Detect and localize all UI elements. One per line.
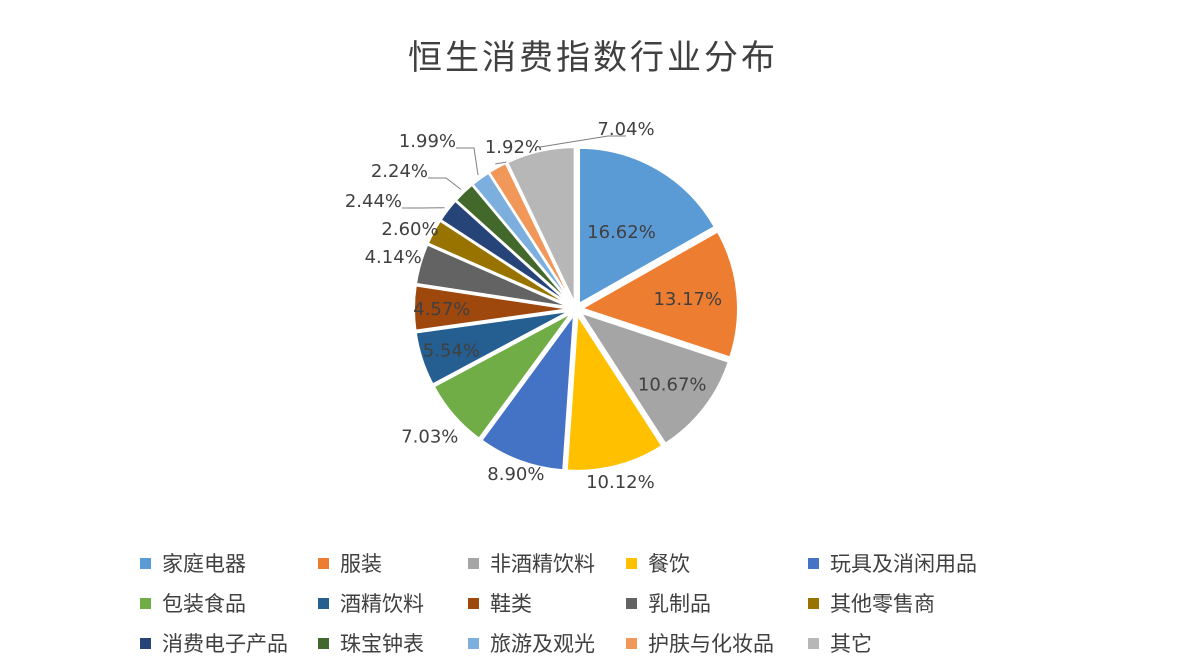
leader-line-11 [428, 177, 462, 190]
slice-8 [414, 243, 571, 309]
slice-5 [432, 312, 573, 441]
legend-swatch [140, 637, 151, 649]
legend-label: 旅游及观光 [490, 632, 595, 656]
legend-item: 非酒精饮料 [468, 548, 626, 578]
slice-7 [413, 284, 571, 332]
leader-line-12 [456, 147, 479, 176]
legend-swatch [468, 637, 479, 649]
legend-label: 餐饮 [648, 552, 690, 576]
legend-swatch [626, 557, 637, 569]
data-label-3: 10.12% [586, 472, 655, 493]
legend-label: 鞋类 [490, 592, 532, 616]
legend-label: 包装食品 [162, 592, 246, 616]
data-label-6: 5.54% [423, 341, 480, 362]
legend-item: 服装 [318, 548, 468, 578]
slice-3 [565, 311, 664, 472]
legend-swatch [626, 597, 637, 609]
slice-13 [487, 161, 574, 305]
data-label-0: 16.62% [587, 222, 656, 243]
legend-item: 护肤与化妆品 [626, 628, 808, 658]
data-label-2: 10.67% [638, 375, 707, 396]
legend-swatch [318, 637, 329, 649]
legend-label: 酒精饮料 [340, 592, 424, 616]
legend-swatch [140, 557, 151, 569]
leader-line-14 [539, 135, 626, 148]
slice-14 [505, 146, 576, 304]
legend-swatch [318, 557, 329, 569]
legend-swatch [626, 637, 637, 649]
legend-item: 玩具及消闲用品 [808, 548, 1028, 578]
data-label-12: 1.99% [399, 131, 456, 152]
legend-label: 服装 [340, 552, 382, 576]
legend-item: 酒精饮料 [318, 588, 468, 618]
legend-label: 玩具及消闲用品 [830, 552, 977, 576]
legend-item: 乳制品 [626, 588, 808, 618]
slice-2 [578, 310, 731, 446]
data-label-7: 4.57% [413, 299, 470, 320]
slice-4 [480, 311, 576, 472]
legend-swatch [808, 557, 819, 569]
legend-label: 其它 [830, 632, 872, 656]
legend-label: 护肤与化妆品 [648, 632, 774, 656]
data-label-8: 4.14% [365, 247, 422, 268]
legend-label: 消费电子产品 [162, 632, 288, 656]
legend-item: 消费电子产品 [140, 628, 318, 658]
legend-swatch [808, 637, 819, 649]
legend-swatch [140, 597, 151, 609]
data-label-10: 2.44% [345, 191, 402, 212]
legend-item: 其他零售商 [808, 588, 1028, 618]
data-label-9: 2.60% [381, 219, 438, 240]
slice-6 [414, 309, 571, 386]
chart-title: 恒生消费指数行业分布 [408, 38, 778, 78]
legend-item: 珠宝钟表 [318, 628, 468, 658]
legend: 家庭电器 服装 非酒精饮料 餐饮 玩具及消闲用品包装食品 酒精饮料 鞋类 乳制品 其他零售商消费… [140, 548, 1040, 658]
slice-1 [579, 230, 739, 359]
legend-item: 家庭电器 [140, 548, 318, 578]
data-label-4: 8.90% [487, 464, 544, 485]
legend-label: 非酒精饮料 [490, 552, 595, 576]
legend-item: 包装食品 [140, 588, 318, 618]
data-label-5: 7.03% [401, 427, 458, 448]
legend-item: 旅游及观光 [468, 628, 626, 658]
data-label-13: 1.92% [485, 137, 542, 158]
legend-item: 餐饮 [626, 548, 808, 578]
legend-item: 鞋类 [468, 588, 626, 618]
legend-swatch [808, 597, 819, 609]
slice-0 [578, 146, 717, 306]
legend-swatch [468, 557, 479, 569]
legend-label: 家庭电器 [162, 552, 246, 576]
legend-label: 乳制品 [648, 592, 711, 616]
data-label-11: 2.24% [371, 161, 428, 182]
legend-swatch [468, 597, 479, 609]
legend-swatch [318, 597, 329, 609]
legend-label: 珠宝钟表 [340, 632, 424, 656]
legend-label: 其他零售商 [830, 592, 935, 616]
data-label-1: 13.17% [653, 289, 722, 310]
data-label-14: 7.04% [597, 119, 654, 140]
pie-plot-area: 16.62% 13.17% 10.67% 10.12% 8.90% 7.03% 5.54% 4… [345, 119, 739, 493]
legend-item: 其它 [808, 628, 1028, 658]
